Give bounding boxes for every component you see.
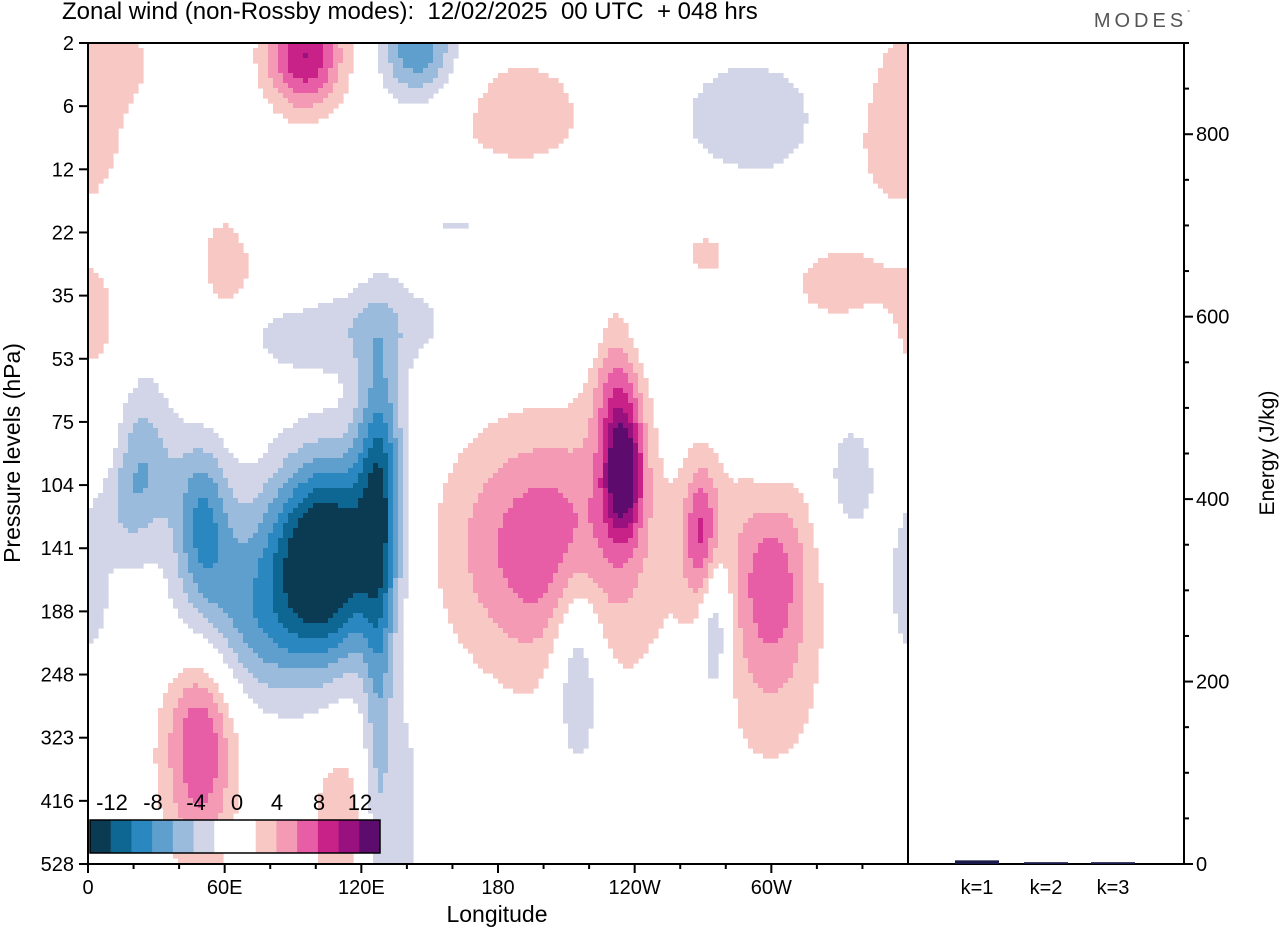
x-tick-label: 60E (207, 877, 243, 899)
x-tick-label: 60W (751, 877, 792, 899)
energy-axis-label: Energy (J/kg) (1256, 391, 1279, 516)
colorbar-swatch (152, 820, 174, 853)
y-tick-label: 416 (41, 791, 74, 813)
colorbar-swatch (359, 820, 381, 853)
longitude-axis: 0 60E 120E 180 120W 60W (82, 864, 864, 899)
contour-field (88, 43, 908, 864)
energy-bar (1024, 862, 1068, 864)
energy-tick-label: 200 (1196, 672, 1229, 694)
colorbar-swatch (255, 820, 277, 853)
y-tick-label: 188 (41, 601, 74, 623)
colorbar-label: 0 (231, 790, 243, 815)
y-tick-label: 35 (52, 286, 74, 308)
y-tick-label: 528 (41, 854, 74, 876)
colorbar-legend: -12 -8 -4 0 4 8 12 (89, 790, 381, 854)
bar-category-label: k=2 (1030, 877, 1063, 899)
colorbar-swatch (338, 820, 360, 853)
energy-bars: k=1 k=2 k=3 (955, 860, 1135, 899)
y-tick-label: 6 (63, 96, 74, 118)
colorbar-swatch (214, 820, 236, 853)
colorbar-swatch (193, 820, 215, 853)
y-tick-label: 2 (63, 33, 74, 55)
colorbar-swatch (131, 820, 153, 853)
y-tick-label: 75 (52, 412, 74, 434)
energy-axis: 0 200 400 600 800 (1184, 42, 1229, 876)
y-tick-label: 141 (41, 538, 74, 560)
y-tick-label: 53 (52, 349, 74, 371)
y-axis-label: Pressure levels (hPa) (0, 343, 25, 563)
energy-tick-label: 0 (1196, 854, 1207, 876)
colorbar-swatch (297, 820, 319, 853)
energy-panel-frame (907, 42, 1185, 865)
y-tick-label: 248 (41, 665, 74, 687)
colorbar-swatch (276, 820, 298, 853)
colorbar-label: -12 (96, 790, 128, 815)
colorbar-swatch (110, 820, 132, 853)
x-tick-label: 180 (481, 877, 514, 899)
colorbar-label: 4 (271, 790, 283, 815)
energy-bar (1091, 862, 1135, 864)
colorbar-label: -4 (186, 790, 206, 815)
energy-tick-label: 600 (1196, 307, 1229, 329)
pressure-axis: 2 6 12 22 35 53 75 104 141 188 248 323 416 528 (41, 33, 88, 876)
colorbar-label: 12 (348, 790, 372, 815)
x-tick-label: 120E (338, 877, 385, 899)
colorbar-label: 8 (313, 790, 325, 815)
y-tick-label: 12 (52, 159, 74, 181)
energy-tick-label: 400 (1196, 489, 1229, 511)
colorbar-swatch (90, 820, 112, 853)
x-tick-label: 0 (82, 877, 93, 899)
colorbar-swatch (317, 820, 339, 853)
brand-logo: MODES° (1093, 10, 1190, 32)
colorbar-swatch (172, 820, 194, 853)
x-axis-label: Longitude (446, 901, 547, 927)
y-tick-label: 104 (41, 475, 74, 497)
x-tick-label: 120W (609, 877, 661, 899)
bar-category-label: k=1 (961, 877, 994, 899)
bar-category-label: k=3 (1097, 877, 1130, 899)
y-tick-label: 323 (41, 728, 74, 750)
energy-bar (955, 860, 999, 864)
colorbar-swatch (235, 820, 257, 853)
chart-title: Zonal wind (non-Rossby modes): 12/02/202… (62, 0, 758, 25)
energy-tick-label: 800 (1196, 124, 1229, 146)
colorbar-label: -8 (143, 790, 163, 815)
y-tick-label: 22 (52, 222, 74, 244)
